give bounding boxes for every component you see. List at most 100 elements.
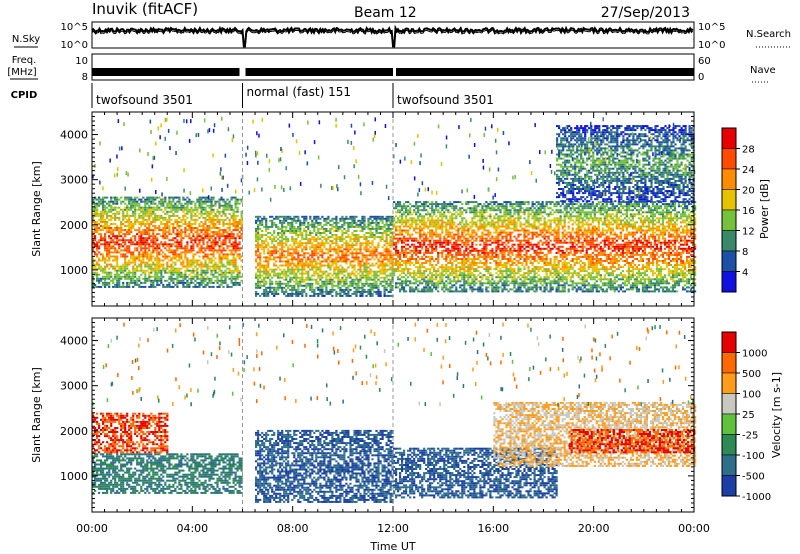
echo-cell bbox=[303, 248, 305, 250]
echo-cell bbox=[405, 217, 407, 219]
echo-cell bbox=[399, 203, 401, 205]
echo-cell bbox=[275, 240, 277, 242]
echo-cell bbox=[327, 265, 329, 267]
echo-cell bbox=[208, 207, 210, 209]
cpid-modes: twofsound 3501normal (fast) 151twofsound… bbox=[92, 83, 494, 108]
echo-cell bbox=[390, 250, 392, 252]
echo-cell bbox=[218, 203, 220, 205]
echo-cell bbox=[411, 272, 413, 274]
echo-cell bbox=[226, 284, 228, 286]
echo-cell bbox=[457, 276, 459, 278]
echo-cell bbox=[403, 240, 405, 242]
echo-cell bbox=[386, 295, 388, 297]
echo-cell bbox=[369, 269, 371, 271]
echo-cell bbox=[429, 234, 431, 236]
echo-cell bbox=[433, 242, 435, 244]
echo-cell bbox=[218, 211, 220, 213]
echo-cell bbox=[166, 213, 168, 215]
echo-cell bbox=[186, 262, 188, 264]
echo-cell bbox=[297, 258, 299, 260]
echo-cell bbox=[441, 280, 443, 282]
echo-cell bbox=[233, 247, 235, 249]
echo-cell bbox=[184, 245, 186, 247]
echo-cell bbox=[100, 280, 102, 282]
echo-cell bbox=[231, 237, 233, 239]
echo-cell bbox=[317, 263, 319, 265]
echo-cell bbox=[425, 286, 427, 288]
echo-cell bbox=[112, 245, 114, 247]
echo-cell bbox=[178, 272, 180, 274]
echo-cell bbox=[375, 220, 377, 222]
echo-cell bbox=[142, 219, 144, 221]
echo-cell bbox=[152, 264, 154, 266]
echo-cell bbox=[122, 223, 124, 225]
echo-cell bbox=[451, 284, 453, 286]
echo-cell bbox=[429, 276, 431, 278]
echo-cell bbox=[170, 233, 172, 235]
echo-cell bbox=[281, 228, 283, 230]
echo-cell bbox=[154, 207, 156, 209]
echo-cell bbox=[357, 224, 359, 226]
echo-cell bbox=[120, 286, 122, 288]
echo-cell bbox=[401, 284, 403, 286]
echo-cell bbox=[192, 209, 194, 211]
echo-cell bbox=[417, 209, 419, 211]
echo-cell bbox=[380, 240, 382, 242]
echo-cell bbox=[257, 277, 259, 279]
echo-cell bbox=[281, 248, 283, 250]
echo-cell bbox=[233, 229, 235, 231]
echo-cell bbox=[263, 291, 265, 293]
echo-cell bbox=[401, 242, 403, 244]
echo-cell bbox=[235, 268, 237, 270]
echo-cell bbox=[128, 201, 130, 203]
echo-cell bbox=[373, 265, 375, 267]
echo-cell bbox=[216, 251, 218, 253]
echo-cell bbox=[455, 276, 457, 278]
echo-cell bbox=[168, 276, 170, 278]
echo-cell bbox=[98, 239, 100, 241]
echo-cell bbox=[285, 238, 287, 240]
echo-cell bbox=[453, 250, 455, 252]
echo-cell bbox=[401, 250, 403, 252]
echo-cell bbox=[267, 271, 269, 273]
echo-cell bbox=[220, 229, 222, 231]
echo-cell bbox=[136, 256, 138, 258]
echo-cell bbox=[339, 265, 341, 267]
echo-cell bbox=[321, 283, 323, 285]
echo-cell bbox=[172, 274, 174, 276]
echo-cell bbox=[415, 219, 417, 221]
echo-cell bbox=[445, 215, 447, 217]
echo-cell bbox=[413, 272, 415, 274]
echo-cell bbox=[435, 215, 437, 217]
echo-cell bbox=[194, 262, 196, 264]
echo-cell bbox=[277, 256, 279, 258]
echo-cell bbox=[441, 228, 443, 230]
echo-cell bbox=[126, 264, 128, 266]
echo-cell bbox=[224, 235, 226, 237]
echo-cell bbox=[237, 215, 239, 217]
echo-cell bbox=[146, 256, 148, 258]
echo-cell bbox=[263, 279, 265, 281]
echo-cell bbox=[96, 264, 98, 266]
echo-cell bbox=[457, 236, 459, 238]
echo-cell bbox=[311, 267, 313, 269]
echo-cell bbox=[265, 273, 267, 275]
echo-cell bbox=[421, 272, 423, 274]
echo-cell bbox=[297, 244, 299, 246]
echo-cell bbox=[435, 242, 437, 244]
echo-cell bbox=[417, 268, 419, 270]
echo-cell bbox=[100, 233, 102, 235]
echo-cell bbox=[222, 286, 224, 288]
echo-cell bbox=[419, 264, 421, 266]
echo-cell bbox=[212, 199, 214, 201]
echo-cell bbox=[417, 262, 419, 264]
echo-cell bbox=[369, 254, 371, 256]
echo-cell bbox=[261, 271, 263, 273]
echo-cell bbox=[118, 286, 120, 288]
echo-cell bbox=[287, 230, 289, 232]
echo-cell bbox=[138, 284, 140, 286]
echo-cell bbox=[341, 234, 343, 236]
echo-cell bbox=[152, 237, 154, 239]
echo-cell bbox=[184, 207, 186, 209]
echo-cell bbox=[233, 282, 235, 284]
